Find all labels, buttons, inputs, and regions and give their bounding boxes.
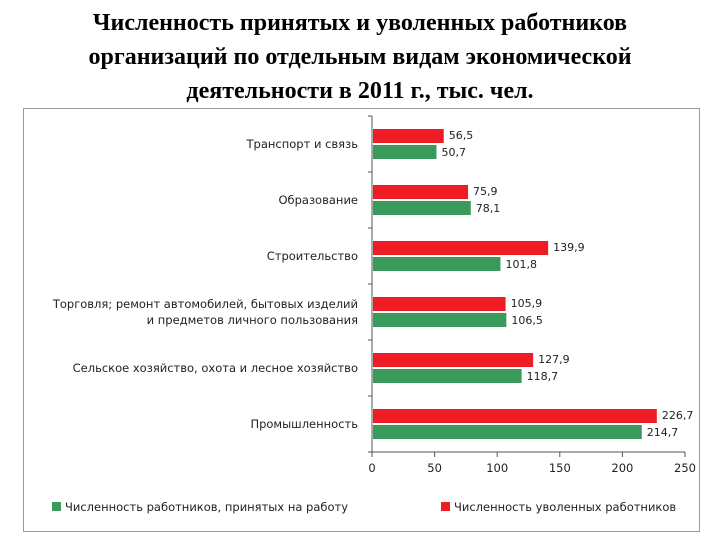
x-tick-label: 150 [549,461,571,475]
data-label-dismissed: 226,7 [662,409,694,422]
category-label: Транспорт и связь [246,137,359,151]
bar-dismissed [373,185,469,199]
data-label-hired: 118,7 [527,370,559,383]
legend-swatch [441,502,450,511]
chart-title: Численность принятых и уволенных работни… [0,6,720,108]
bar-hired [373,257,501,271]
bar-dismissed [373,297,506,311]
data-label-dismissed: 56,5 [449,129,474,142]
x-tick-label: 50 [427,461,442,475]
bar-hired [373,369,522,383]
title-line-2: организаций по отдельным видам экономиче… [88,44,632,70]
data-label-dismissed: 127,9 [538,353,570,366]
bar-hired [373,201,471,215]
data-label-hired: 78,1 [476,202,501,215]
bar-dismissed [373,353,534,367]
category-label: и предметов личного пользования [147,313,358,327]
chart-frame [23,108,700,532]
data-label-hired: 101,8 [505,258,537,271]
data-label-hired: 106,5 [511,314,543,327]
bar-hired [373,425,642,439]
data-label-hired: 214,7 [647,426,679,439]
category-label: Образование [278,193,358,207]
title-line-3: деятельности в 2011 г., тыс. чел. [186,78,534,104]
legend-label: Численность уволенных работников [454,500,676,514]
bar-dismissed [373,409,657,423]
data-label-hired: 50,7 [441,146,466,159]
bar-hired [373,313,507,327]
category-label: Промышленность [250,417,358,431]
category-label: Строительство [267,249,358,263]
data-label-dismissed: 75,9 [473,185,498,198]
x-tick-label: 200 [611,461,633,475]
x-tick-label: 100 [486,461,508,475]
legend-label: Численность работников, принятых на рабо… [65,500,348,514]
data-label-dismissed: 105,9 [511,297,543,310]
bar-dismissed [373,129,444,143]
data-label-dismissed: 139,9 [553,241,585,254]
bar-dismissed [373,241,549,255]
category-label: Торговля; ремонт автомобилей, бытовых из… [52,297,358,311]
legend-swatch [52,502,61,511]
category-label: Сельское хозяйство, охота и лесное хозяй… [73,361,358,375]
x-tick-label: 0 [368,461,375,475]
x-tick-label: 250 [674,461,696,475]
title-line-1: Численность принятых и уволенных работни… [92,10,628,36]
bar-hired [373,145,437,159]
